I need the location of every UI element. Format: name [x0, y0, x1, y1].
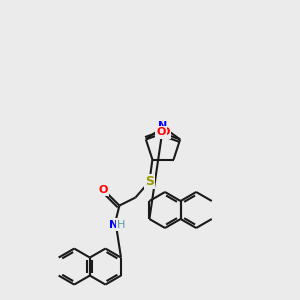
Text: N: N: [109, 220, 118, 230]
Text: S: S: [145, 175, 154, 188]
Text: O: O: [160, 128, 170, 137]
Text: H: H: [117, 220, 126, 230]
Text: N: N: [158, 121, 168, 131]
Text: O: O: [99, 184, 108, 195]
Text: O: O: [156, 128, 166, 137]
